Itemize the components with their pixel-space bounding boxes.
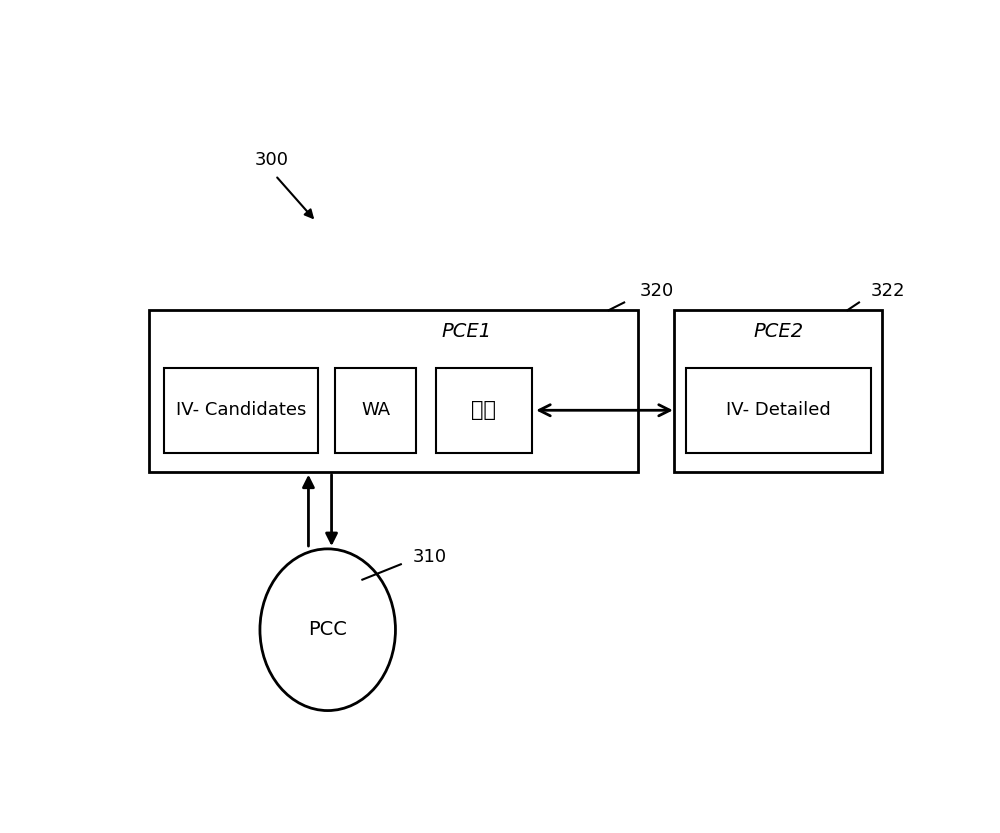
Bar (335, 368, 416, 452)
Text: PCC: PCC (308, 621, 347, 639)
Ellipse shape (260, 549, 395, 711)
Bar (149, 310, 638, 471)
Text: PCE1: PCE1 (442, 322, 492, 342)
Text: 310: 310 (412, 547, 447, 566)
Text: IV- Detailed: IV- Detailed (726, 402, 831, 419)
Bar (436, 368, 532, 452)
Bar (164, 368, 318, 452)
Text: 路由: 路由 (471, 401, 496, 421)
Text: WA: WA (361, 402, 390, 419)
Bar (686, 368, 871, 452)
Text: IV- Candidates: IV- Candidates (176, 402, 307, 419)
Text: 322: 322 (871, 282, 905, 300)
Text: PCE2: PCE2 (753, 322, 803, 342)
Text: 300: 300 (255, 151, 289, 169)
Text: 320: 320 (640, 282, 674, 300)
Bar (674, 310, 882, 471)
